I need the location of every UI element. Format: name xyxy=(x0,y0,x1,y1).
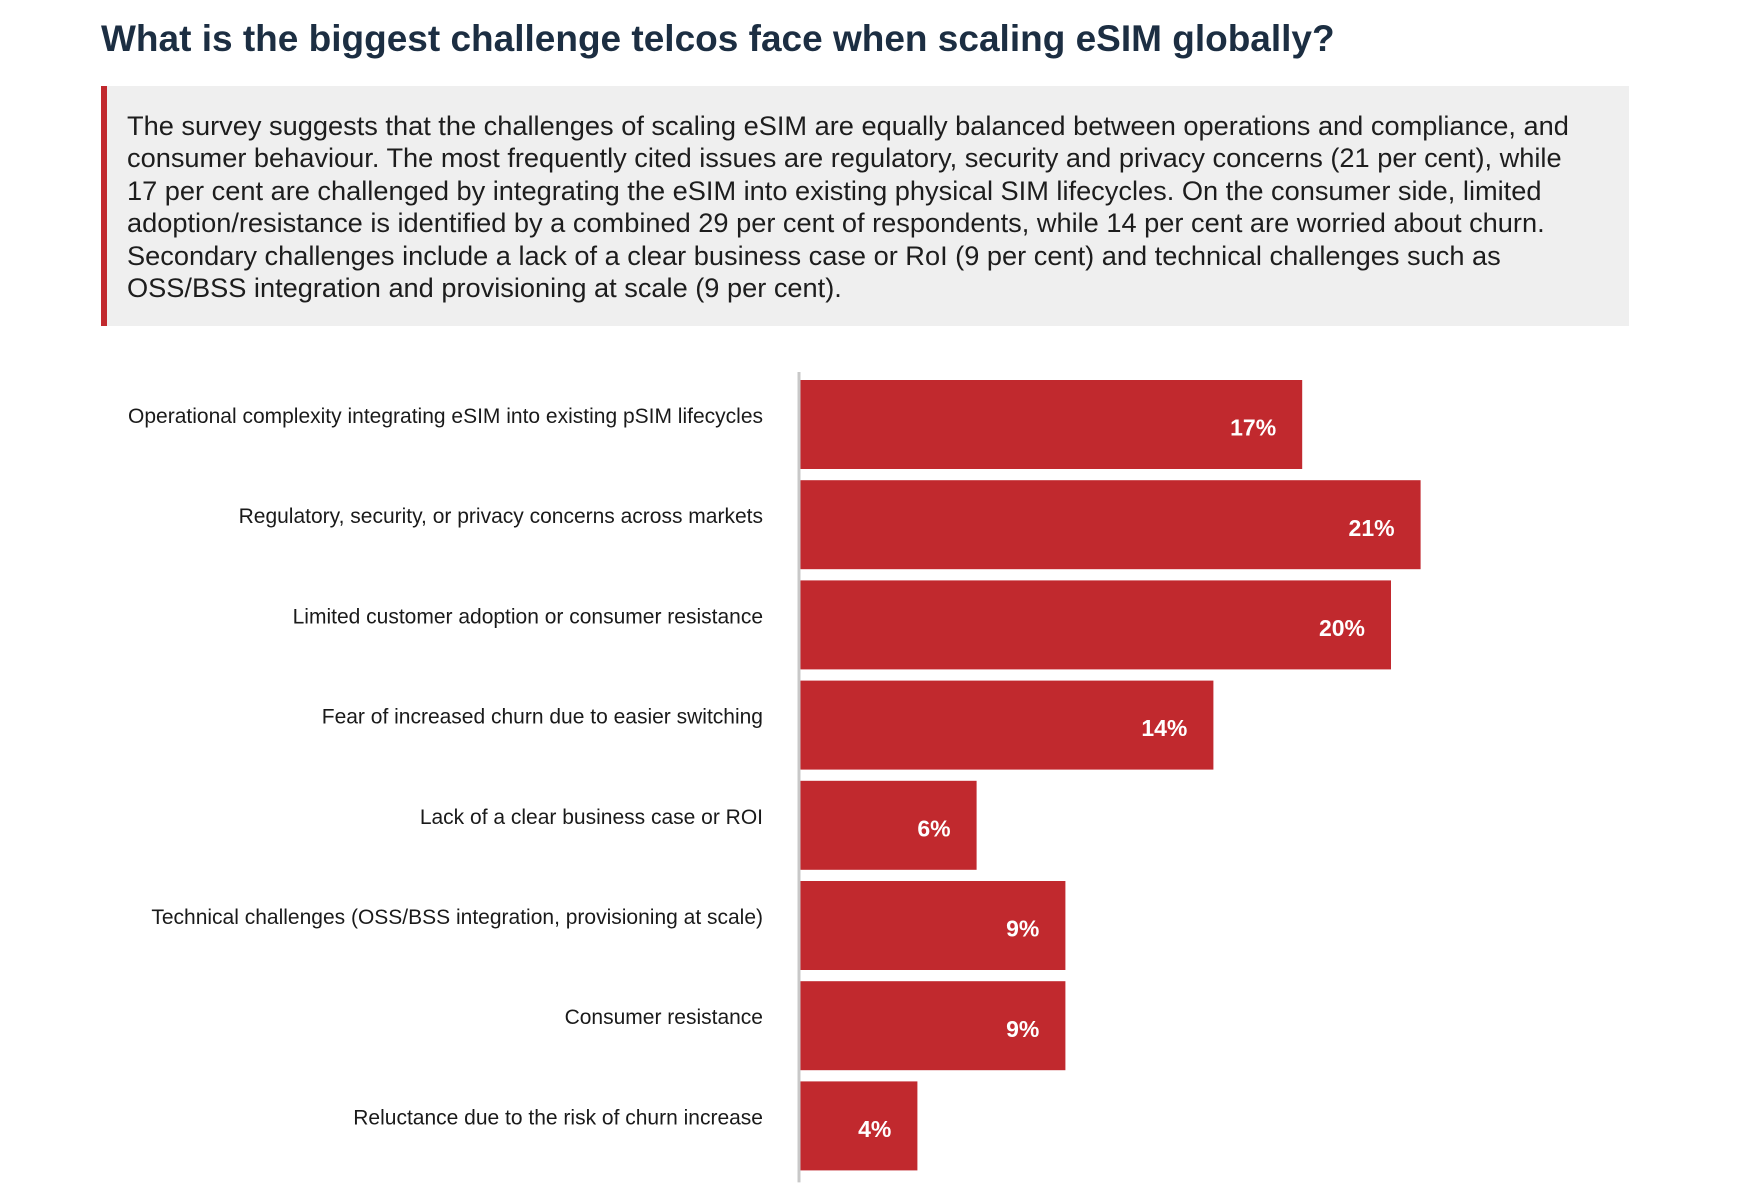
bar xyxy=(799,780,977,870)
bar xyxy=(799,1081,918,1171)
bar-chart: Operational complexity integrating eSIM … xyxy=(128,372,1421,1183)
category-label: Technical challenges (OSS/BSS integratio… xyxy=(151,906,763,929)
category-label: Regulatory, security, or privacy concern… xyxy=(239,505,763,528)
category-label: Operational complexity integrating eSIM … xyxy=(128,405,763,428)
category-label: Fear of increased churn due to easier sw… xyxy=(322,706,763,729)
bar xyxy=(799,881,1066,970)
value-label: 9% xyxy=(1006,916,1039,942)
value-label: 9% xyxy=(1006,1016,1039,1042)
value-label: 4% xyxy=(858,1116,891,1142)
value-label: 20% xyxy=(1319,615,1365,641)
bar xyxy=(799,680,1214,770)
bar xyxy=(799,380,1303,469)
summary-box: The survey suggests that the challenges … xyxy=(101,86,1629,326)
bars-layer xyxy=(799,380,1421,1171)
category-label: Consumer resistance xyxy=(565,1006,763,1029)
value-label: 14% xyxy=(1141,715,1187,741)
category-label: Lack of a clear business case or ROI xyxy=(420,806,763,829)
category-label: Limited customer adoption or consumer re… xyxy=(293,605,763,628)
bar xyxy=(799,981,1066,1071)
page-title: What is the biggest challenge telcos fac… xyxy=(101,18,1335,59)
value-label: 21% xyxy=(1349,515,1395,541)
category-label: Reluctance due to the risk of churn incr… xyxy=(353,1106,763,1129)
value-label: 6% xyxy=(917,815,950,841)
value-labels: 17% 21% 20% 14% 6% 9% 9% 4% xyxy=(858,415,1394,1142)
value-label: 17% xyxy=(1230,415,1276,441)
category-labels: Operational complexity integrating eSIM … xyxy=(128,405,763,1129)
bar xyxy=(799,480,1421,570)
summary-text: The survey suggests that the challenges … xyxy=(127,110,1569,304)
bar xyxy=(799,580,1391,670)
